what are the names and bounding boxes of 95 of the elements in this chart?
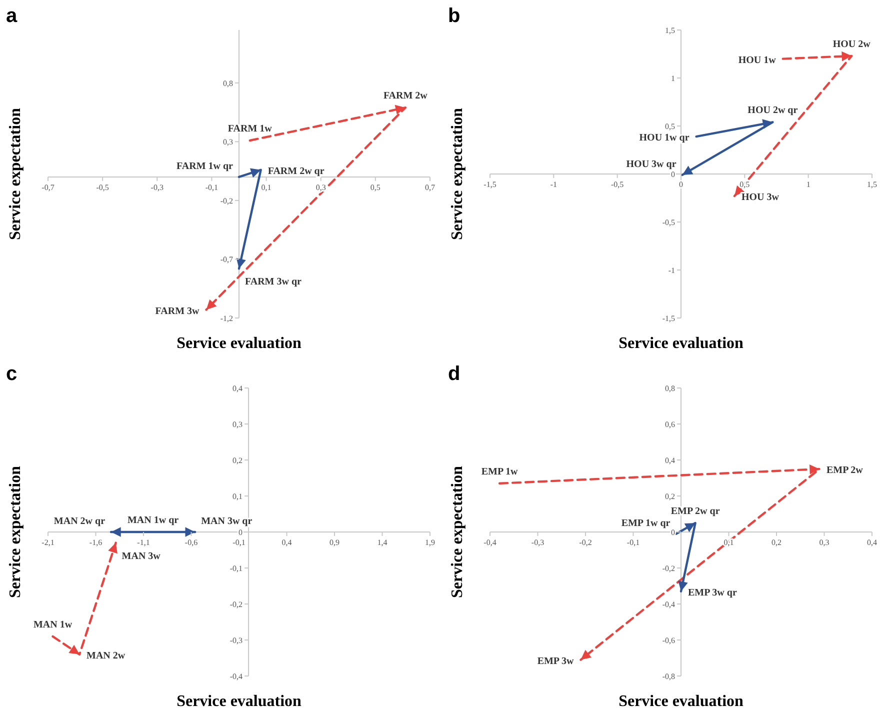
y-tick-label: 0,2 — [232, 456, 243, 465]
y-tick-label: 0 — [671, 170, 675, 179]
y-tick-label: 0,6 — [665, 420, 675, 429]
x-tick-label: 0,9 — [330, 538, 340, 547]
annotation: MAN 1w — [33, 619, 73, 630]
y-tick-label: 0,4 — [665, 456, 675, 465]
y-tick-label: 0,5 — [665, 122, 675, 131]
annotation: FARM 3w qr — [245, 276, 302, 288]
x-tick-label: -2,1 — [42, 538, 54, 547]
y-tick-label: -0,4 — [662, 600, 675, 609]
x-tick-label: -0,6 — [184, 538, 198, 547]
y-tick-label: 1,5 — [665, 26, 675, 35]
x-tick-label: 0,2 — [772, 538, 782, 547]
annotation: FARM 3w — [155, 306, 200, 317]
annotation: EMP 3w qr — [688, 587, 738, 598]
y-tick-label: 0,3 — [223, 138, 233, 147]
x-tick-label: -0,4 — [484, 538, 496, 547]
x-tick-label: -1 — [550, 180, 558, 189]
x-tick-label: -0,3 — [150, 182, 164, 192]
y-tick-label: 0 — [671, 528, 675, 537]
annotation: EMP 2w qr — [670, 506, 720, 517]
annotation: EMP 2w — [826, 465, 864, 476]
y-tick-label: 0,8 — [223, 78, 233, 88]
x-tick-label: 0,5 — [370, 182, 380, 192]
x-tick-label: -0,3 — [531, 538, 544, 547]
y-tick-label: 0,8 — [665, 384, 675, 393]
annotation: HOU 1w — [738, 54, 777, 66]
annotation: MAN 1w qr — [127, 515, 180, 526]
y-axis-title: Service expectation — [7, 108, 24, 240]
x-tick-label: -0,1 — [205, 182, 218, 192]
y-axis-title: Service expectation — [7, 466, 24, 598]
x-tick-label: -1,1 — [137, 538, 150, 547]
annotation: HOU 2w — [832, 38, 872, 50]
x-tick-label: 0,4 — [867, 538, 877, 547]
x-tick-label: -0,5 — [96, 182, 109, 192]
x-tick-label: -0,7 — [42, 182, 54, 192]
x-tick-label: -0,1 — [626, 538, 640, 547]
x-tick-label: 0 — [679, 180, 683, 189]
y-tick-label: -1 — [668, 266, 675, 275]
y-tick-label: -0,7 — [220, 255, 233, 264]
annotation: FARM 2w qr — [268, 166, 325, 177]
x-tick-label: -0,5 — [610, 180, 624, 189]
x-tick-label: 1,4 — [377, 538, 388, 547]
annotation: EMP 1w qr — [621, 518, 671, 529]
x-axis-title: Service evaluation — [176, 693, 302, 710]
chart-title: a — [6, 5, 18, 27]
y-tick-label: -0,2 — [220, 196, 233, 206]
y-axis-title: Service expectation — [449, 466, 466, 598]
annotation: HOU 3w qr — [626, 158, 677, 170]
annotation: FARM 2w — [383, 90, 428, 102]
x-tick-label: 1 — [806, 180, 810, 189]
annotation: MAN 2w — [86, 650, 126, 662]
y-tick-label: -0,1 — [230, 564, 243, 573]
x-tick-label: 0,4 — [282, 538, 292, 547]
x-tick-label: -0,2 — [579, 538, 592, 547]
y-tick-label: -0,2 — [230, 600, 243, 609]
y-tick-label: 0,2 — [665, 492, 675, 501]
annotation: HOU 3w — [741, 192, 780, 204]
x-axis-title: Service evaluation — [618, 693, 744, 710]
y-tick-label: -0,4 — [230, 672, 243, 681]
annotation: EMP 3w — [537, 656, 574, 667]
y-tick-label: -1,5 — [662, 314, 675, 323]
annotation: HOU 1w qr — [639, 132, 690, 144]
annotation: MAN 3w — [122, 550, 162, 562]
x-tick-label: 1,5 — [867, 180, 877, 189]
chart-title: d — [448, 363, 460, 385]
y-tick-label: 0,4 — [232, 384, 243, 393]
x-tick-label: 0,3 — [819, 538, 830, 547]
y-tick-label: 0,1 — [232, 492, 243, 501]
y-tick-label: -1,2 — [220, 314, 233, 323]
y-axis-title: Service expectation — [449, 108, 466, 240]
chart-title: c — [6, 363, 18, 385]
annotation: MAN 2w qr — [54, 516, 106, 527]
x-axis-title: Service evaluation — [176, 335, 302, 352]
x-tick-label: -1,5 — [484, 180, 496, 189]
x-tick-label: 0,1 — [261, 182, 272, 192]
x-tick-label: -1,6 — [89, 538, 102, 547]
chart-title: b — [448, 5, 460, 27]
annotation: FARM 1w qr — [176, 160, 234, 172]
x-tick-label: 0,7 — [425, 182, 435, 192]
y-tick-label: 0 — [238, 528, 243, 537]
y-tick-label: -0,8 — [662, 672, 675, 681]
x-axis-title: Service evaluation — [618, 335, 744, 352]
y-tick-label: -0,3 — [230, 636, 243, 645]
y-tick-label: -0,5 — [662, 218, 675, 227]
y-tick-label: -0,6 — [662, 636, 675, 645]
y-tick-label: 1 — [671, 74, 675, 83]
x-tick-label: 1,9 — [425, 538, 435, 547]
annotation: HOU 2w qr — [748, 105, 798, 116]
y-tick-label: 0,3 — [232, 420, 243, 429]
x-tick-label: 0,3 — [316, 182, 326, 192]
annotation: EMP 1w — [481, 466, 519, 478]
annotation: FARM 1w — [228, 124, 273, 134]
annotation: MAN 3w qr — [201, 516, 253, 527]
y-tick-label: -0,2 — [662, 564, 675, 573]
